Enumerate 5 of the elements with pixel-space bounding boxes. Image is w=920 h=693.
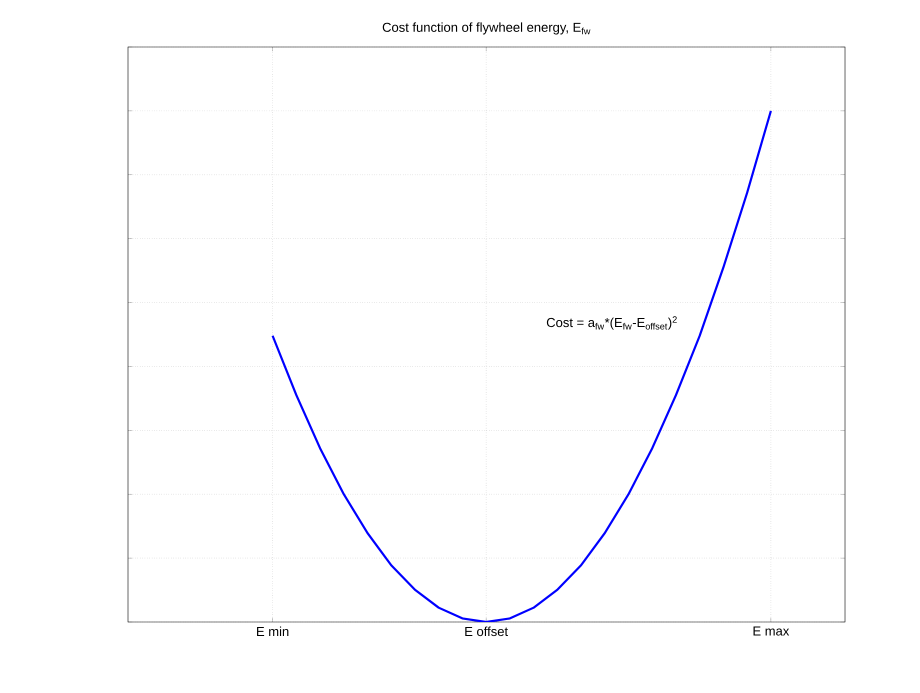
chart-title: Cost function of flywheel energy, E$_{fw}$ — [382, 22, 590, 34]
x-tick-label: E offset — [465, 626, 508, 636]
x-tick-label: E max — [754, 626, 790, 636]
x-tick-label: E min — [257, 626, 288, 636]
annotation: Cost = a$_{fw}$*(E$_{fw}$-E$_{offset}$)$^{2}$ — [546, 316, 677, 330]
